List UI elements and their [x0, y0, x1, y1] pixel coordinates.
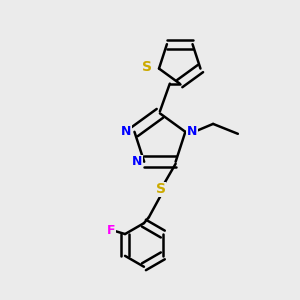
Text: F: F	[107, 224, 116, 237]
Text: S: S	[142, 60, 152, 74]
Text: N: N	[122, 125, 132, 138]
Text: N: N	[132, 155, 142, 168]
Text: N: N	[187, 125, 197, 138]
Text: S: S	[156, 182, 166, 197]
